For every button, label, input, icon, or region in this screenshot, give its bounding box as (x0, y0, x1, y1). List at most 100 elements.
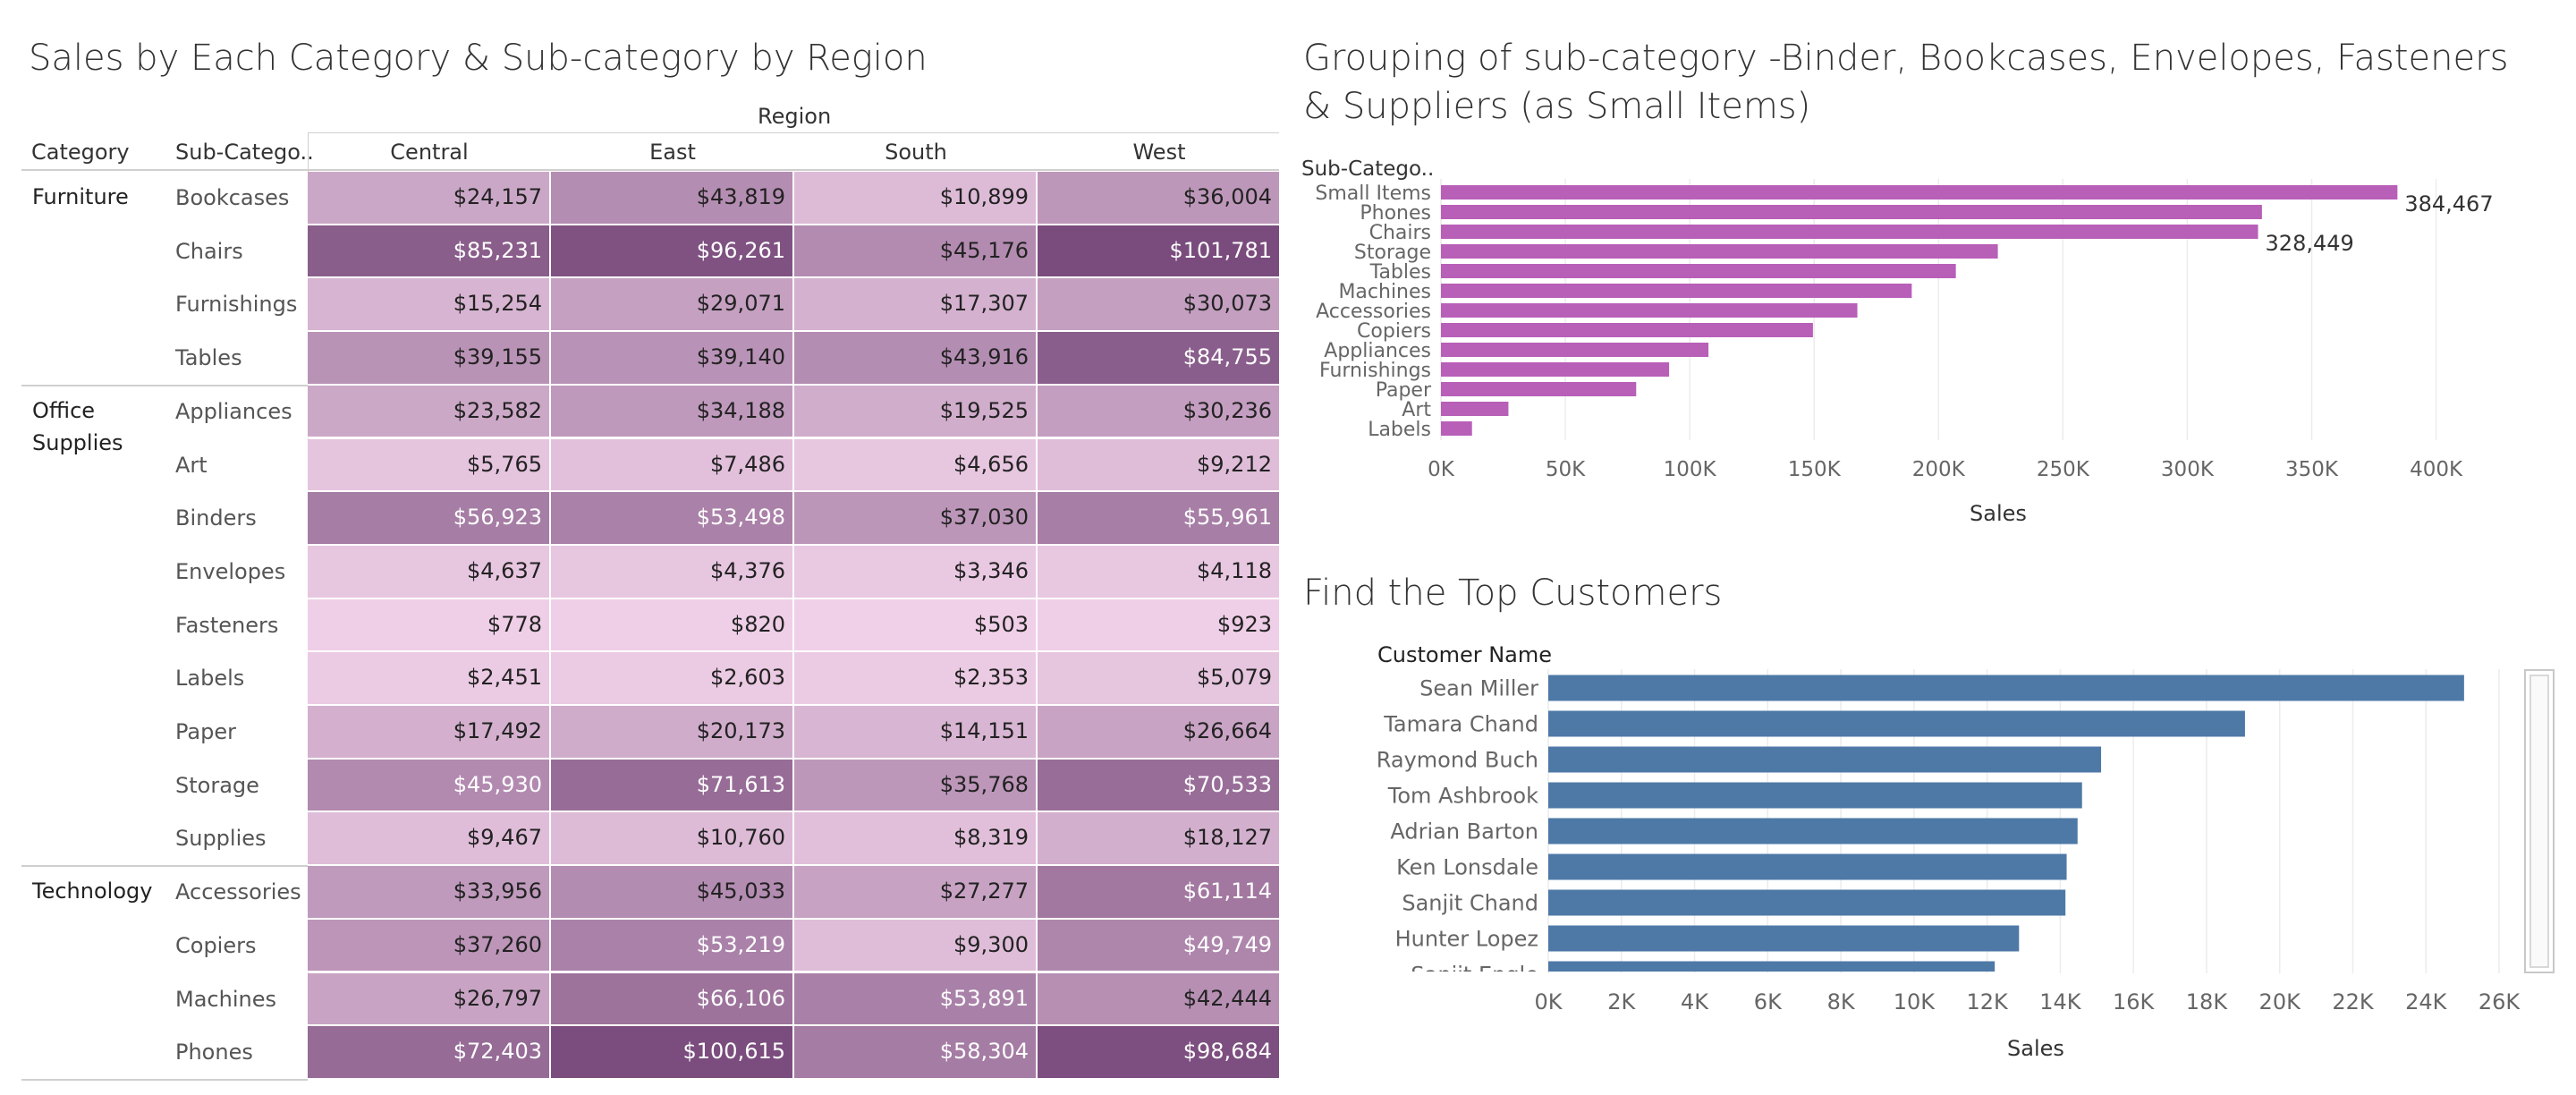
bar-tom-ashbrook[interactable] (1548, 782, 2082, 809)
bar-furnishings[interactable] (1441, 362, 1670, 377)
heat-cell: $58,304 (794, 1026, 1038, 1080)
region-col-south: South (885, 140, 947, 165)
category-label: Storage (1354, 242, 1431, 264)
bar-phones[interactable] (1441, 205, 2262, 219)
heat-cell: $43,916 (794, 332, 1038, 386)
heat-cell: $2,353 (794, 652, 1038, 706)
subcategory-label: Machines (175, 986, 276, 1012)
subcategory-label: Appliances (175, 398, 292, 424)
bar-sanjit-engle[interactable] (1548, 961, 1996, 988)
bar-adrian-barton[interactable] (1548, 818, 2078, 845)
heat-cell: $37,030 (794, 492, 1038, 546)
bar-labels[interactable] (1441, 421, 1472, 436)
region-header-rule (308, 132, 1279, 133)
bar-ken-lonsdale[interactable] (1548, 853, 2067, 880)
xtick-label: 24K (2405, 989, 2448, 1014)
category-label: Furniture (32, 184, 129, 209)
bar-raymond-buch[interactable] (1548, 746, 2102, 773)
heat-cell: $26,797 (308, 972, 551, 1027)
subcategory-label: Art (175, 452, 208, 478)
heat-cell: $70,533 (1038, 759, 1281, 813)
bar-tamara-chand[interactable] (1548, 710, 2245, 737)
heat-cell: $18,127 (1038, 812, 1281, 867)
heat-cell: $53,891 (794, 972, 1038, 1027)
heatmap-table: Region Category Sub-Catego.. Central East… (21, 104, 1281, 1081)
heat-cell: $66,106 (551, 972, 794, 1027)
category-label: Paper (1376, 379, 1432, 402)
subcategory-label: Fasteners (175, 612, 279, 638)
bar-sean-miller[interactable] (1548, 675, 2464, 701)
header-underline (21, 169, 1279, 171)
heat-cell: $53,219 (551, 919, 794, 973)
heat-cell: $2,451 (308, 652, 551, 706)
subcategory-label: Labels (175, 666, 245, 692)
heat-cell: $5,079 (1038, 652, 1281, 706)
subcategory-grid (1440, 179, 2437, 440)
category-label: Hunter Lopez (1395, 927, 1538, 952)
category-label: Phones (1360, 202, 1431, 225)
xtick-label: 10K (1894, 989, 1936, 1014)
xtick-label: 250K (2037, 458, 2090, 481)
bar-copiers[interactable] (1441, 323, 1813, 337)
bar-art[interactable] (1441, 402, 1509, 416)
category-label: Sean Miller (1419, 676, 1538, 701)
group-separator (21, 384, 308, 386)
subcategory-label: Accessories (175, 879, 301, 905)
heat-cell: $7,486 (551, 438, 794, 493)
xtick-label: 16K (2113, 989, 2156, 1014)
heat-cell: $3,346 (794, 545, 1038, 599)
heat-cell: $98,684 (1038, 1026, 1281, 1080)
bar-sanjit-chand[interactable] (1548, 889, 2066, 916)
region-col-central: Central (390, 140, 469, 165)
subcategory-label: Chairs (175, 238, 243, 264)
category-label: Art (1402, 399, 1431, 421)
xtick-label: 26K (2479, 989, 2521, 1014)
xtick-label: 150K (1788, 458, 1842, 481)
heat-cell: $10,899 (794, 172, 1038, 225)
heat-cell: $39,140 (551, 332, 794, 386)
heat-cell: $42,444 (1038, 972, 1281, 1027)
category-label: Tables (1369, 261, 1431, 284)
heat-cell: $85,231 (308, 225, 551, 279)
heat-cell: $61,114 (1038, 866, 1281, 920)
heat-cell: $35,768 (794, 759, 1038, 813)
subcategory-label: Envelopes (175, 558, 286, 584)
scrollbar-thumb[interactable] (2529, 675, 2549, 968)
bar-storage[interactable] (1441, 244, 1998, 259)
subcategory-label: Furnishings (175, 292, 298, 318)
bar-appliances[interactable] (1441, 343, 1709, 357)
heat-cell: $8,319 (794, 812, 1038, 867)
bar-machines[interactable] (1441, 284, 1912, 298)
heat-cell: $4,118 (1038, 545, 1281, 599)
subcategory-header: Sub-Catego.. (175, 140, 314, 165)
heat-cell: $101,781 (1038, 225, 1281, 279)
customer-axis-title: Customer Name (1377, 642, 1552, 667)
heat-cell: $4,656 (794, 438, 1038, 493)
subcategory-axis-title: Sub-Catego.. (1301, 157, 1434, 181)
bar-accessories[interactable] (1441, 303, 1858, 318)
heat-cell: $15,254 (308, 278, 551, 333)
heat-cell: $923 (1038, 598, 1281, 653)
bar-paper[interactable] (1441, 382, 1637, 396)
bar-small-items[interactable] (1441, 185, 2398, 199)
subcategory-label: Tables (175, 345, 242, 371)
subcategory-bars (1441, 185, 2398, 436)
category-header: Category (31, 140, 130, 165)
region-header: Region (758, 104, 832, 129)
heat-cell: $2,603 (551, 652, 794, 706)
heat-cell: $9,300 (794, 919, 1038, 973)
heat-cell: $14,151 (794, 706, 1038, 760)
category-label: Copiers (1357, 320, 1431, 343)
heat-cell: $503 (794, 598, 1038, 653)
bar-tables[interactable] (1441, 264, 1956, 278)
subcategory-label: Binders (175, 505, 257, 531)
heat-cell: $71,613 (551, 759, 794, 813)
xtick-label: 350K (2285, 458, 2339, 481)
heat-cell: $5,765 (308, 438, 551, 493)
bar-chairs[interactable] (1441, 225, 2258, 239)
customer-list-scrollbar[interactable] (2524, 669, 2555, 973)
heat-cell: $96,261 (551, 225, 794, 279)
heat-cell: $17,307 (794, 278, 1038, 333)
bar-hunter-lopez[interactable] (1548, 925, 2020, 952)
heat-cell: $45,033 (551, 866, 794, 920)
